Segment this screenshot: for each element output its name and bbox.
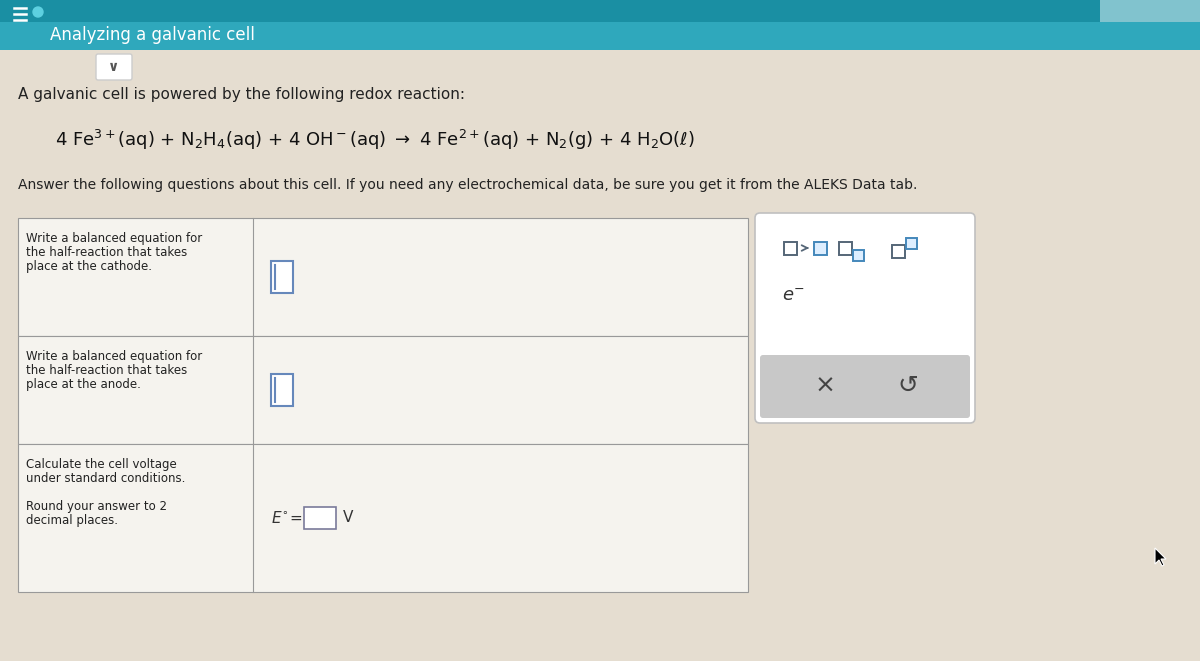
FancyBboxPatch shape — [892, 245, 905, 258]
Text: place at the cathode.: place at the cathode. — [26, 260, 152, 273]
Text: Write a balanced equation for: Write a balanced equation for — [26, 232, 203, 245]
FancyBboxPatch shape — [271, 261, 293, 293]
FancyBboxPatch shape — [0, 22, 1200, 50]
Text: Analyzing a galvanic cell: Analyzing a galvanic cell — [50, 26, 254, 44]
Text: V: V — [343, 510, 353, 525]
Text: ↺: ↺ — [898, 374, 918, 398]
Text: place at the anode.: place at the anode. — [26, 378, 140, 391]
Text: =: = — [289, 510, 301, 525]
Text: Write a balanced equation for: Write a balanced equation for — [26, 350, 203, 363]
Text: $\mathit{e}^{-}$: $\mathit{e}^{-}$ — [782, 287, 805, 305]
FancyBboxPatch shape — [906, 237, 917, 249]
Text: the half-reaction that takes: the half-reaction that takes — [26, 364, 187, 377]
Polygon shape — [1154, 548, 1166, 566]
FancyBboxPatch shape — [1100, 0, 1200, 22]
FancyBboxPatch shape — [304, 507, 336, 529]
Text: the half-reaction that takes: the half-reaction that takes — [26, 246, 187, 259]
FancyBboxPatch shape — [814, 241, 827, 254]
Text: $\mathit{E}^{\circ}$: $\mathit{E}^{\circ}$ — [271, 510, 289, 526]
Text: Calculate the cell voltage: Calculate the cell voltage — [26, 458, 176, 471]
Circle shape — [34, 7, 43, 17]
FancyBboxPatch shape — [18, 444, 748, 592]
Text: ×: × — [815, 374, 835, 398]
FancyBboxPatch shape — [755, 213, 974, 423]
Text: under standard conditions.: under standard conditions. — [26, 472, 185, 485]
Text: Answer the following questions about this cell. If you need any electrochemical : Answer the following questions about thi… — [18, 178, 917, 192]
FancyBboxPatch shape — [18, 218, 748, 336]
FancyBboxPatch shape — [852, 249, 864, 260]
Text: decimal places.: decimal places. — [26, 514, 118, 527]
FancyBboxPatch shape — [0, 0, 1200, 22]
FancyBboxPatch shape — [839, 241, 852, 254]
FancyBboxPatch shape — [96, 54, 132, 80]
FancyBboxPatch shape — [784, 241, 797, 254]
FancyBboxPatch shape — [271, 374, 293, 406]
Text: 4 Fe$^{3+}$(aq) + N$_2$H$_4$(aq) + 4 OH$^-$(aq) $\rightarrow$ 4 Fe$^{2+}$(aq) + : 4 Fe$^{3+}$(aq) + N$_2$H$_4$(aq) + 4 OH$… — [55, 128, 695, 152]
FancyBboxPatch shape — [760, 355, 970, 418]
Text: A galvanic cell is powered by the following redox reaction:: A galvanic cell is powered by the follow… — [18, 87, 466, 102]
Text: Round your answer to 2: Round your answer to 2 — [26, 500, 167, 513]
Text: ∨: ∨ — [108, 60, 120, 74]
FancyBboxPatch shape — [18, 336, 748, 444]
